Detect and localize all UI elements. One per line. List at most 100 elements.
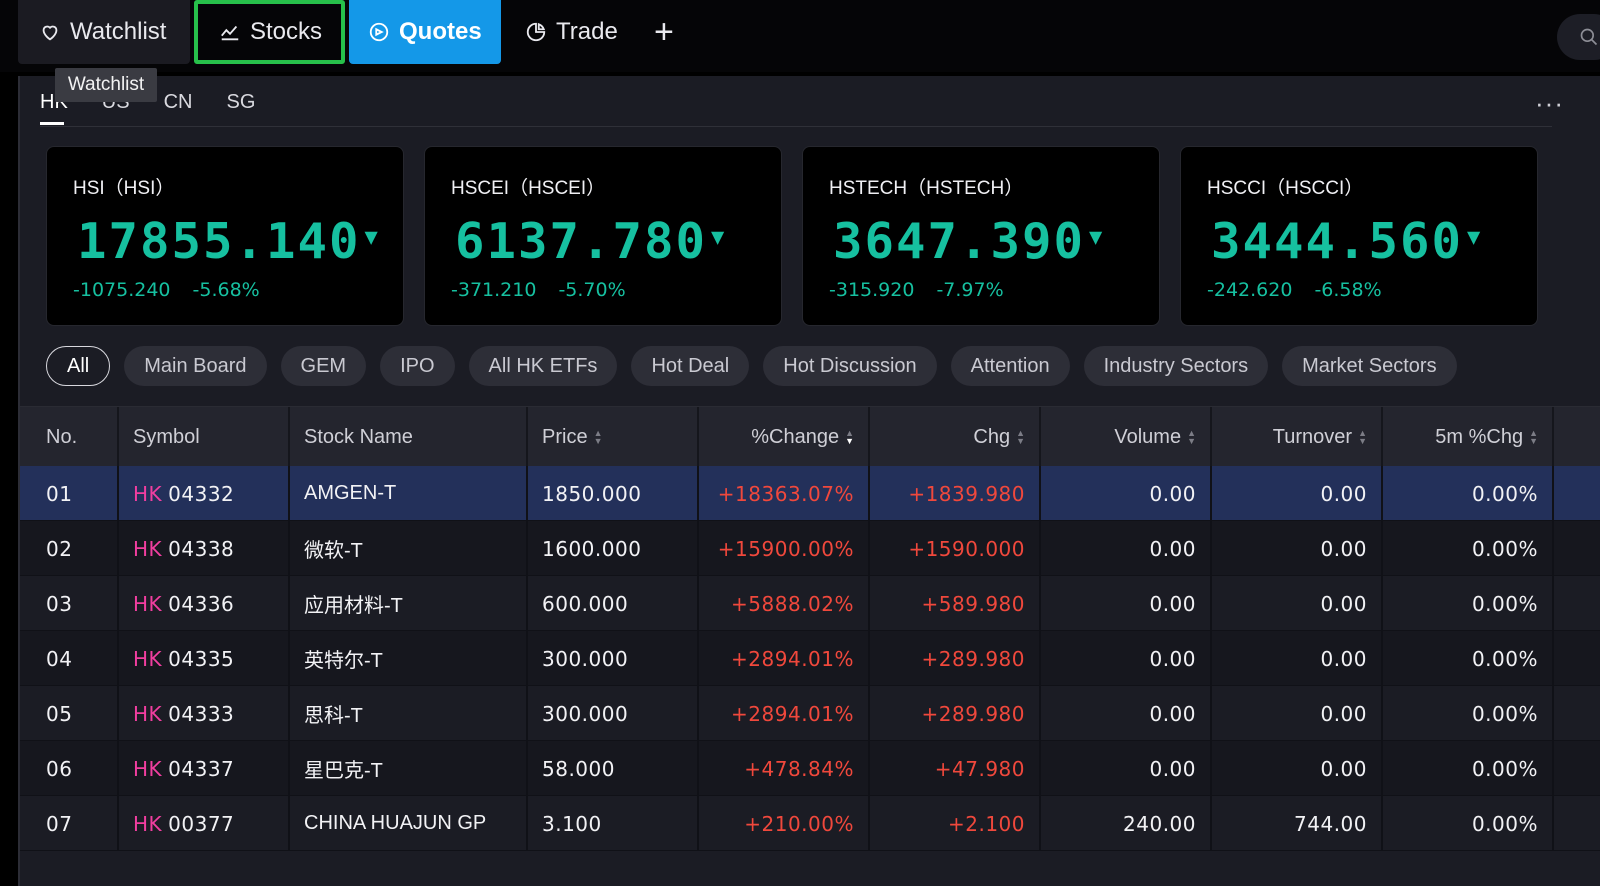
filter-chip-ipo[interactable]: IPO (380, 346, 455, 386)
row-stock-name: 应用材料-T (290, 576, 528, 631)
filter-chip-hot-deal[interactable]: Hot Deal (631, 346, 750, 386)
row-stock-name: AMGEN-T (290, 466, 528, 521)
row-volume: 0.00 (1041, 576, 1212, 631)
table-row[interactable]: 04 HK 04335 英特尔-T 300.000 +2894.01% +289.980 0.… (20, 631, 1600, 686)
row-pct-change: +2894.01% (699, 686, 870, 741)
tab-watchlist[interactable]: Watchlist (18, 0, 190, 64)
row-overflow-cell (1554, 576, 1600, 631)
index-card-hscei[interactable]: HSCEI（HSCEI） 6137.780 ▼ -371.210 -5.70% (424, 146, 782, 326)
column-header-no: No. (20, 407, 119, 467)
index-value: 3444.560 ▼ (1211, 213, 1482, 270)
row-volume: 240.00 (1041, 796, 1212, 851)
index-changes: -315.920 -7.97% (829, 279, 1004, 301)
row-chg: +289.980 (870, 686, 1041, 741)
stock-table: No. Symbol Stock Name Price ▲ ▼ %Change ▲ ▼ … (20, 406, 1600, 851)
row-price: 600.000 (528, 576, 699, 631)
table-row[interactable]: 07 HK 00377 CHINA HUAJUN GP 3.100 +210.00% +2.… (20, 796, 1600, 851)
row-5m-chg: 0.00% (1383, 631, 1554, 686)
sort-icon: ▲ ▼ (1358, 428, 1367, 446)
index-changes: -1075.240 -5.68% (73, 279, 260, 301)
market-tag: HK (133, 756, 163, 781)
row-turnover: 0.00 (1212, 521, 1383, 576)
row-symbol: HK 00377 (119, 796, 290, 851)
table-row[interactable]: 06 HK 04337 星巴克-T 58.000 +478.84% +47.980 0.00 0… (20, 741, 1600, 796)
table-row[interactable]: 05 HK 04333 思科-T 300.000 +2894.01% +289.980 0.0… (20, 686, 1600, 741)
market-tab-sg[interactable]: SG (226, 91, 256, 113)
row-number: 07 (20, 796, 119, 851)
row-chg: +1839.980 (870, 466, 1041, 521)
row-chg: +289.980 (870, 631, 1041, 686)
row-overflow-cell (1554, 741, 1600, 796)
more-options-icon[interactable]: ··· (1535, 88, 1564, 118)
column-label: %Change (751, 425, 840, 448)
row-stock-name: 微软-T (290, 521, 528, 576)
column-header-chg[interactable]: Chg ▲ ▼ (870, 407, 1041, 467)
index-name: HSTECH（HSTECH） (829, 178, 1024, 199)
row-chg: +589.980 (870, 576, 1041, 631)
column-label: No. (46, 425, 78, 448)
tab-stocks[interactable]: Stocks (194, 0, 345, 64)
table-row[interactable]: 01 HK 04332 AMGEN-T 1850.000 +18363.07% +1839.… (20, 466, 1600, 521)
index-changes: -242.620 -6.58% (1207, 279, 1382, 301)
filter-chip-hot-discussion[interactable]: Hot Discussion (763, 346, 937, 386)
sort-desc-icon: ▲ ▼ (845, 428, 854, 446)
row-number: 04 (20, 631, 119, 686)
search-button[interactable] (1557, 14, 1600, 60)
market-tab-cn[interactable]: CN (163, 91, 193, 113)
column-header-price[interactable]: Price ▲ ▼ (528, 407, 699, 467)
market-tag: HK (133, 481, 163, 506)
row-overflow-cell (1554, 796, 1600, 851)
index-value-number: 6137.780 (455, 213, 708, 270)
table-row[interactable]: 02 HK 04338 微软-T 1600.000 +15900.00% +1590.000… (20, 521, 1600, 576)
column-header-5m-chg[interactable]: 5m %Chg ▲ ▼ (1383, 407, 1554, 467)
stock-code: 04337 (168, 756, 235, 781)
column-header-turnover[interactable]: Turnover ▲ ▼ (1212, 407, 1383, 467)
index-card-hstech[interactable]: HSTECH（HSTECH） 3647.390 ▼ -315.920 -7.97% (802, 146, 1160, 326)
filter-chips: All Main Board GEM IPO All HK ETFs Hot D… (46, 346, 1457, 386)
pie-icon (524, 20, 548, 44)
down-arrow-icon: ▼ (1089, 225, 1105, 250)
quotes-panel: HK US CN SG ··· HSI（HSI） 17855.140 ▼ -107… (18, 76, 1600, 886)
row-5m-chg: 0.00% (1383, 466, 1554, 521)
index-card-hscci[interactable]: HSCCI（HSCCI） 3444.560 ▼ -242.620 -6.58% (1180, 146, 1538, 326)
row-pct-change: +5888.02% (699, 576, 870, 631)
index-card-hsi[interactable]: HSI（HSI） 17855.140 ▼ -1075.240 -5.68% (46, 146, 404, 326)
row-symbol: HK 04332 (119, 466, 290, 521)
table-row[interactable]: 03 HK 04336 应用材料-T 600.000 +5888.02% +589.980 0… (20, 576, 1600, 631)
row-turnover: 0.00 (1212, 466, 1383, 521)
tab-quotes-label: Quotes (399, 18, 482, 45)
filter-chip-industry-sectors[interactable]: Industry Sectors (1083, 346, 1269, 386)
down-arrow-icon: ▼ (711, 225, 727, 250)
row-pct-change: +210.00% (699, 796, 870, 851)
column-header-volume[interactable]: Volume ▲ ▼ (1041, 407, 1212, 467)
column-header-stock-name: Stock Name (290, 407, 528, 467)
chart-line-icon (218, 20, 242, 44)
down-arrow-icon: ▼ (1467, 225, 1483, 250)
down-arrow-icon: ▼ (364, 225, 380, 250)
row-pct-change: +2894.01% (699, 631, 870, 686)
row-chg: +47.980 (870, 741, 1041, 796)
column-label: Price (542, 425, 588, 448)
heart-icon (38, 20, 62, 44)
index-value: 17855.140 ▼ (77, 213, 380, 270)
row-price: 3.100 (528, 796, 699, 851)
tab-quotes[interactable]: Quotes (349, 0, 501, 64)
filter-chip-all-hk-etfs[interactable]: All HK ETFs (468, 346, 618, 386)
add-tab-button[interactable]: + (654, 0, 684, 64)
tab-trade[interactable]: Trade (524, 0, 644, 64)
column-header-pct-change[interactable]: %Change ▲ ▼ (699, 407, 870, 467)
stock-code: 04333 (168, 701, 235, 726)
row-overflow-cell (1554, 466, 1600, 521)
filter-chip-attention[interactable]: Attention (950, 346, 1070, 386)
filter-chip-main-board[interactable]: Main Board (124, 346, 267, 386)
row-pct-change: +15900.00% (699, 521, 870, 576)
row-turnover: 0.00 (1212, 686, 1383, 741)
tabs-divider (40, 126, 1552, 127)
row-price: 1850.000 (528, 466, 699, 521)
filter-chip-gem[interactable]: GEM (280, 346, 367, 386)
market-tag: HK (133, 701, 163, 726)
filter-chip-market-sectors[interactable]: Market Sectors (1282, 346, 1457, 386)
quotes-icon (367, 20, 391, 44)
filter-chip-all[interactable]: All (46, 346, 111, 386)
row-stock-name: 思科-T (290, 686, 528, 741)
